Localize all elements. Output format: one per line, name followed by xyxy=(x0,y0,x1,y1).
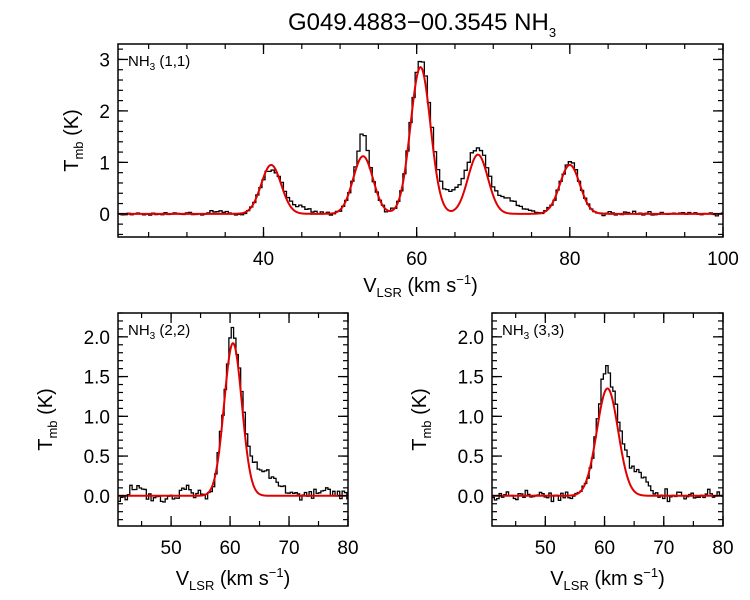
figure-title-main: G049.4883−00.3545 NH xyxy=(288,9,549,36)
plot-frame-p11 xyxy=(117,43,724,238)
x-tick-label: 50 xyxy=(161,538,182,559)
figure-title-sub: 3 xyxy=(549,25,556,40)
y-tick-label: 1.5 xyxy=(458,368,484,389)
x-tick-label: 70 xyxy=(653,538,674,559)
model-fit-p22 xyxy=(118,342,348,497)
x-tick-label: 50 xyxy=(535,538,556,559)
panel-p22: 50 60 70 80 0.0 0.5 1.0 1.5 2.0 NH3 (2,2) VLSR (km… xyxy=(35,312,359,593)
y-tick-label: 1.5 xyxy=(84,368,110,389)
x-axis-title-p33: VLSR (km s−1) xyxy=(550,565,665,593)
panel-label-p33: NH3 (3,3) xyxy=(502,322,564,342)
observed-spectrum-p22 xyxy=(118,326,348,503)
y-tick-label: 0 xyxy=(99,205,110,226)
y-axis-title-p22: Tmb (K) xyxy=(35,388,60,451)
x-tick-label: 80 xyxy=(712,538,733,559)
panel-label-p22: NH3 (2,2) xyxy=(128,322,190,342)
y-tick-label: 0.5 xyxy=(458,447,484,468)
panels: 40 60 80 100 0 1 2 3 NH3 (1,1) VLSR (km s−1) Tmb (… xyxy=(35,43,739,593)
y-tick-label: 1.0 xyxy=(84,407,110,428)
y-tick-label: 1 xyxy=(99,153,110,174)
y-tick-label: 2 xyxy=(99,102,110,123)
x-axis-title-p22: VLSR (km s−1) xyxy=(176,565,291,593)
observed-spectrum-p33 xyxy=(492,364,723,503)
x-tick-label: 80 xyxy=(559,249,580,270)
model-fit-p33 xyxy=(492,387,723,497)
observed-spectrum-p11 xyxy=(118,60,723,217)
x-tick-label: 40 xyxy=(253,249,274,270)
y-tick-label: 2.0 xyxy=(84,328,110,349)
y-tick-label: 0.0 xyxy=(458,487,484,508)
y-tick-label: 2.0 xyxy=(458,328,484,349)
plot-frame-p33 xyxy=(491,312,724,527)
y-axis-title-p11: Tmb (K) xyxy=(61,109,86,172)
panel-p11: 40 60 80 100 0 1 2 3 NH3 (1,1) VLSR (km s−1) Tmb (… xyxy=(61,43,739,300)
x-tick-label: 70 xyxy=(278,538,299,559)
y-tick-label: 0.0 xyxy=(84,487,110,508)
y-axis-title-p33: Tmb (K) xyxy=(409,388,434,451)
y-tick-label: 3 xyxy=(99,50,110,71)
x-tick-label: 100 xyxy=(707,249,739,270)
figure-title: G049.4883−00.3545 NH3 xyxy=(288,9,556,40)
panel-p33: 50 60 70 80 0.0 0.5 1.0 1.5 2.0 NH3 (3,3) VLSR (km… xyxy=(409,312,734,593)
plot-frame-p22 xyxy=(117,312,349,527)
x-tick-label: 60 xyxy=(219,538,240,559)
x-tick-label: 60 xyxy=(406,249,427,270)
x-axis-title-p11: VLSR (km s−1) xyxy=(363,272,478,300)
panel-label-p11: NH3 (1,1) xyxy=(128,53,190,73)
x-tick-label: 80 xyxy=(337,538,358,559)
y-tick-label: 0.5 xyxy=(84,447,110,468)
x-tick-label: 60 xyxy=(594,538,615,559)
y-tick-label: 1.0 xyxy=(458,407,484,428)
model-fit-p11 xyxy=(118,66,723,215)
